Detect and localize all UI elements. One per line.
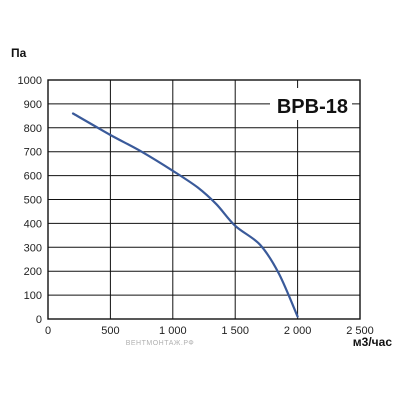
y-tick-label: 600: [24, 171, 42, 183]
y-tick-label: 500: [24, 195, 42, 207]
x-tick-label: 500: [101, 325, 119, 337]
watermark: ВЕНТМОНТАЖ.РФ: [126, 340, 195, 347]
y-tick-label: 200: [24, 266, 42, 278]
axis-layer: 0 100 200 300 400 500 600 700 800 900 1000 0 500 1 00…: [18, 75, 374, 337]
y-tick-label: 0: [36, 314, 42, 326]
y-tick-label: 700: [24, 147, 42, 159]
plot-frame: [47, 79, 361, 320]
model-label: ВРВ-18: [277, 96, 348, 118]
x-tick-label: 2 500: [346, 325, 374, 337]
y-axis-label: Па: [11, 46, 27, 60]
y-tick-label: 800: [24, 123, 42, 135]
x-tick-label: 1 000: [159, 325, 187, 337]
x-tick-label: 0: [45, 325, 51, 337]
y-tick-label: 900: [24, 99, 42, 111]
x-axis-label: м3/час: [353, 335, 393, 349]
y-tick-label: 100: [24, 290, 42, 302]
model-label-bg: [270, 88, 352, 120]
y-tick-label: 1000: [18, 75, 42, 87]
x-tick-label: 1 500: [221, 325, 249, 337]
grid-layer: [47, 79, 361, 320]
performance-curve: [71, 112, 299, 318]
y-tick-label: 300: [24, 242, 42, 254]
x-tick-label: 2 000: [284, 325, 312, 337]
y-tick-label: 400: [24, 218, 42, 230]
series-layer: [71, 112, 299, 318]
